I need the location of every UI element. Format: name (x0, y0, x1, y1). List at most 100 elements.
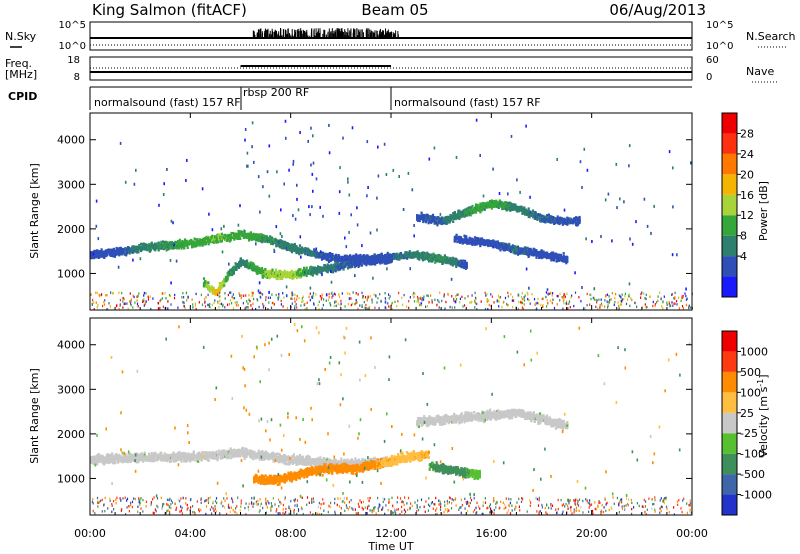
data-cell (249, 231, 252, 234)
data-cell (291, 250, 294, 254)
data-cell (326, 263, 329, 266)
data-cell (459, 215, 462, 219)
data-cell (310, 265, 313, 269)
data-cell (166, 241, 169, 244)
data-cell (255, 239, 258, 242)
data-cell (265, 234, 268, 238)
data-cell (532, 215, 535, 219)
data-cell (422, 220, 425, 224)
data-cell (443, 254, 446, 257)
data-cell (446, 256, 449, 260)
data-cell (192, 245, 195, 248)
data-cell (266, 270, 269, 273)
data-cell (435, 218, 438, 222)
data-cell (238, 235, 241, 239)
data-cell (372, 262, 375, 266)
data-cell (268, 236, 271, 240)
data-cell (503, 206, 507, 209)
data-cell (271, 268, 274, 272)
data-cell (233, 238, 236, 241)
data-cell (537, 213, 540, 217)
data-cell (426, 216, 429, 219)
data-cell (126, 248, 129, 252)
data-cell (128, 252, 131, 255)
data-cell (418, 258, 421, 261)
data-cell (536, 218, 539, 221)
data-cell (334, 263, 337, 267)
data-cell (207, 281, 210, 285)
data-cell (296, 275, 299, 279)
data-cell (386, 251, 389, 255)
data-cell (455, 233, 458, 237)
data-cell (338, 256, 341, 259)
data-cell (157, 248, 160, 252)
data-cell (365, 262, 368, 266)
data-cell (262, 234, 266, 238)
data-cell (154, 248, 157, 252)
data-cell (185, 239, 188, 243)
data-cell (360, 262, 363, 266)
data-cell (426, 213, 429, 217)
data-cell (298, 244, 302, 247)
data-cell (416, 215, 419, 218)
data-cell (337, 268, 340, 272)
data-cell (452, 212, 455, 215)
data-cell (342, 268, 345, 271)
data-cell (306, 252, 309, 255)
data-cell (566, 219, 569, 223)
data-cell (267, 275, 270, 278)
data-cell (176, 240, 180, 243)
data-cell (524, 208, 528, 212)
data-cell (345, 260, 348, 264)
data-cell (261, 240, 264, 244)
data-cell (469, 213, 472, 217)
data-cell (260, 233, 263, 236)
data-cell (423, 251, 426, 255)
data-cell (186, 246, 189, 249)
data-cell (156, 243, 159, 246)
data-cell (411, 256, 414, 259)
data-cell (408, 250, 411, 253)
data-cell (449, 256, 452, 260)
data-cell (382, 259, 385, 263)
data-cell (125, 253, 128, 257)
data-cell (448, 221, 451, 224)
data-cell (176, 245, 179, 248)
data-cell (560, 217, 564, 221)
data-cell (578, 217, 581, 221)
data-cell (389, 253, 392, 256)
data-cell (274, 268, 278, 272)
data-cell (144, 247, 147, 251)
data-cell (223, 281, 226, 284)
data-cell (435, 259, 439, 263)
data-cell (371, 256, 374, 260)
data-cell (455, 257, 458, 261)
data-cell (204, 282, 207, 286)
data-cell (514, 203, 517, 207)
data-cell (443, 216, 446, 220)
data-cell (315, 250, 318, 254)
data-cell (470, 212, 473, 215)
freq-right-tick-bottom: 0 (706, 72, 712, 83)
data-cell (335, 255, 338, 258)
data-cell (451, 256, 454, 260)
data-cell (510, 202, 513, 206)
data-cell (103, 256, 106, 259)
data-cell (231, 236, 234, 240)
data-cell (417, 252, 420, 255)
data-cell (463, 266, 466, 270)
data-cell (300, 274, 303, 278)
data-cell (181, 240, 184, 243)
data-cell (162, 240, 165, 243)
data-cell (343, 254, 346, 258)
data-cell (330, 263, 333, 267)
data-cell (464, 208, 467, 211)
data-cell (460, 210, 464, 214)
data-cell (572, 221, 575, 225)
data-cell (427, 257, 430, 260)
data-cell (220, 232, 223, 236)
data-cell (578, 215, 581, 219)
data-cell (119, 252, 122, 256)
data-cell (384, 254, 387, 257)
data-cell (334, 267, 337, 270)
